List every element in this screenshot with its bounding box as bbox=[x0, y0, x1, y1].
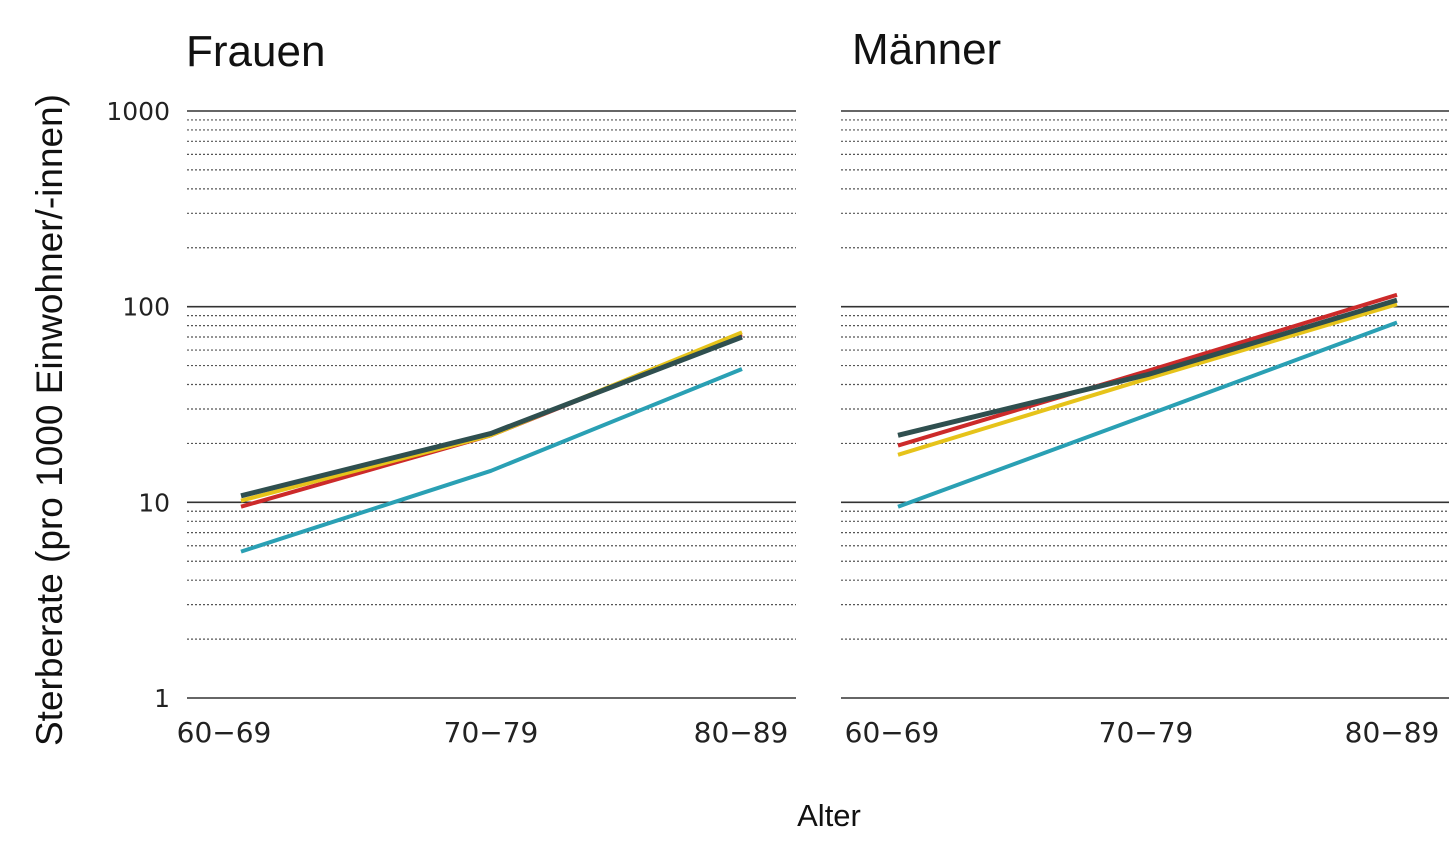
series-line bbox=[897, 292, 1398, 448]
x-tick-label: 80−89 bbox=[1345, 716, 1440, 749]
x-tick-label: 60−69 bbox=[177, 716, 272, 749]
series-line bbox=[897, 302, 1398, 457]
y-tick-label: 1 bbox=[154, 684, 170, 713]
x-tick-label: 80−89 bbox=[694, 716, 789, 749]
x-tick-label: 70−79 bbox=[444, 716, 539, 749]
axis-layer bbox=[187, 110, 1449, 699]
x-axis-label: Alter bbox=[797, 798, 861, 833]
series-line bbox=[240, 367, 743, 554]
series-line bbox=[897, 320, 1398, 509]
series-line bbox=[897, 297, 1398, 438]
panel-title-frauen: Frauen bbox=[186, 27, 325, 76]
series-layer bbox=[240, 292, 1398, 554]
y-tick-label: 10 bbox=[138, 488, 170, 517]
x-tick-label: 70−79 bbox=[1099, 716, 1194, 749]
y-tick-label: 100 bbox=[122, 293, 170, 322]
label-layer: 1 10 100 1000 60−69 70−79 80−89 60−69 70−79 80−89 bbox=[106, 97, 1439, 749]
grid-layer bbox=[187, 119, 1449, 640]
y-axis-label: Sterberate (pro 1000 Einwohner/-innen) bbox=[29, 94, 70, 746]
series-line bbox=[240, 334, 743, 499]
x-tick-label: 60−69 bbox=[845, 716, 940, 749]
panel-title-maenner: Männer bbox=[852, 25, 1001, 74]
y-tick-label: 1000 bbox=[106, 97, 170, 126]
